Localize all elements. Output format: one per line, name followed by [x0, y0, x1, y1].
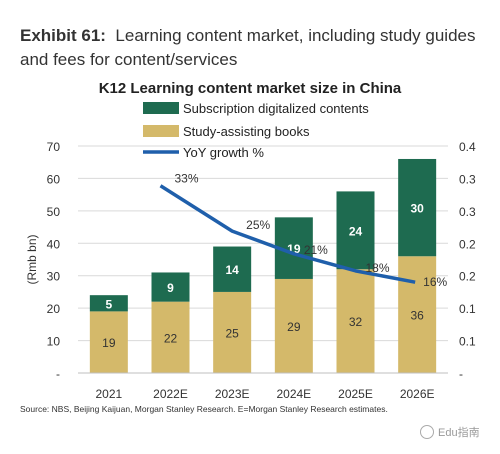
y-tick-label: 40: [47, 237, 61, 251]
watermark-text: Edu指南: [438, 427, 480, 439]
exhibit-caption: Exhibit 61: Learning content market, inc…: [20, 24, 490, 72]
legend-swatch-1: [143, 125, 179, 137]
x-tick-label: 2025E: [338, 387, 373, 401]
y-tick-label: 20: [47, 302, 61, 316]
growth-label: 18%: [365, 261, 389, 275]
y2-tick-label: 0.3: [459, 172, 476, 186]
exhibit-text: Learning content market, including study…: [20, 26, 476, 69]
y2-tick-label: 0.1: [459, 302, 476, 316]
bar-books-label: 25: [225, 326, 239, 340]
y-tick-label: -: [56, 367, 60, 381]
x-tick-label: 2022E: [153, 387, 188, 401]
bar-subscription: [89, 295, 128, 312]
source-note: Source: NBS, Beijing Kaijuan, Morgan Sta…: [20, 404, 388, 414]
bar-subscription: [398, 158, 437, 257]
bar-books: [336, 269, 375, 373]
y2-tick-label: 0.4: [459, 140, 476, 154]
bar-books-label: 32: [349, 315, 363, 329]
y-tick-label: 70: [47, 140, 61, 154]
legend-label-2: YoY growth %: [183, 145, 264, 160]
growth-line: [159, 184, 416, 284]
y-tick-label: 50: [47, 205, 61, 219]
y2-tick-label: 0.2: [459, 237, 476, 251]
exhibit-label: Exhibit 61:: [20, 26, 106, 45]
y-tick-label: 60: [47, 172, 61, 186]
bar-books-label: 19: [102, 336, 116, 350]
bar-subscription: [213, 246, 252, 292]
bar-subscription-label: 24: [349, 224, 363, 238]
bar-books: [151, 301, 190, 373]
y-tick-label: 30: [47, 270, 61, 284]
bar-subscription: [151, 272, 190, 302]
bar-books-label: 29: [287, 320, 301, 334]
y-axis-label: (Rmb bn): [25, 234, 39, 284]
growth-label: 33%: [174, 172, 198, 186]
bar-subscription-label: 14: [225, 263, 239, 277]
growth-label: 16%: [423, 275, 447, 289]
x-tick-label: 2024E: [276, 387, 311, 401]
chart-title: K12 Learning content market size in Chin…: [99, 80, 402, 97]
y2-tick-label: -: [459, 367, 463, 381]
bar-books: [213, 291, 252, 373]
legend-swatch-0: [143, 102, 179, 114]
bar-books: [89, 311, 128, 373]
bar-books: [398, 256, 437, 373]
bar-books-label: 22: [164, 331, 178, 345]
legend-label-1: Study-assisting books: [183, 124, 310, 139]
x-tick-label: 2026E: [400, 387, 435, 401]
bar-subscription-label: 5: [105, 297, 112, 311]
bar-books-label: 36: [410, 309, 424, 323]
y2-tick-label: 0.3: [459, 205, 476, 219]
bar-subscription: [336, 191, 375, 270]
watermark: Edu指南: [420, 424, 480, 440]
x-tick-label: 2021: [95, 387, 122, 401]
legend-label-0: Subscription digitalized contents: [183, 101, 369, 116]
wechat-icon: [420, 425, 434, 439]
x-tick-label: 2023E: [215, 387, 250, 401]
bar-books: [274, 278, 313, 373]
y2-tick-label: 0.2: [459, 270, 476, 284]
growth-label: 21%: [304, 243, 328, 257]
growth-label: 25%: [246, 218, 270, 232]
y-tick-label: 10: [47, 335, 61, 349]
bar-subscription-label: 9: [167, 281, 174, 295]
y2-tick-label: 0.1: [459, 335, 476, 349]
bar-subscription-label: 30: [410, 202, 424, 216]
